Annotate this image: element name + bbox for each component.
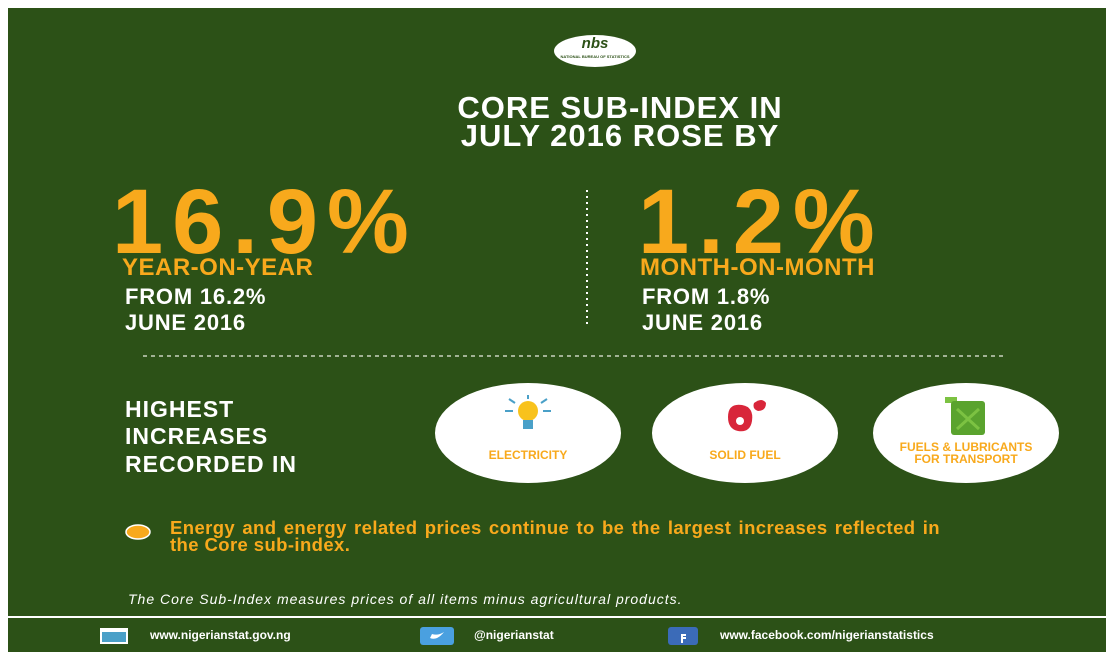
footer-website: www.nigerianstat.gov.ng xyxy=(150,628,291,642)
logo-text: nbs xyxy=(581,35,609,52)
footer-facebook: www.facebook.com/nigerianstatistics xyxy=(720,628,934,642)
bullet-text: Energy and energy related prices continu… xyxy=(170,517,940,555)
heading-line: RECORDED IN xyxy=(125,451,298,477)
heading-line: HIGHEST xyxy=(125,396,235,422)
item-label: ELECTRICITY xyxy=(488,448,568,462)
stat-label: MONTH-ON-MONTH xyxy=(640,254,875,281)
fuel-icon xyxy=(728,400,766,432)
stat-value: 1.2% xyxy=(638,171,884,273)
facebook-icon xyxy=(668,627,698,645)
stat-from: JUNE 2016 xyxy=(642,310,763,335)
logo xyxy=(554,35,636,67)
heading-line: INCREASES xyxy=(125,423,269,449)
bullet-dot xyxy=(125,524,151,540)
note: The Core Sub-Index measures prices of al… xyxy=(128,591,683,607)
jerrycan-icon xyxy=(945,397,985,435)
logo-caption: NATIONAL BUREAU OF STATISTICS xyxy=(560,54,630,59)
bulb-icon xyxy=(505,395,551,429)
item-label: FUELS & LUBRICANTS FOR TRANSPORT xyxy=(899,440,1033,466)
stat-label: YEAR-ON-YEAR xyxy=(122,254,314,281)
item-label: SOLID FUEL xyxy=(709,448,781,462)
footer-twitter: @nigerianstat xyxy=(474,628,554,642)
item-circle: FUELS & LUBRICANTS FOR TRANSPORT xyxy=(873,383,1059,483)
stat-from: JUNE 2016 xyxy=(125,310,246,335)
separator xyxy=(143,355,1003,357)
web-icon xyxy=(100,628,128,644)
item-circle: SOLID FUEL xyxy=(652,383,838,483)
stat-value: 16.9% xyxy=(112,171,418,273)
title-line: JULY 2016 ROSE BY xyxy=(460,118,780,153)
divider xyxy=(586,190,588,326)
twitter-icon xyxy=(420,627,454,645)
stat-from: FROM 16.2% xyxy=(125,284,267,309)
item-circle: ELECTRICITY xyxy=(435,383,621,483)
title-line: CORE SUB-INDEX IN xyxy=(457,90,783,125)
footer-rule xyxy=(8,616,1106,618)
infographic: nbs NATIONAL BUREAU OF STATISTICS CORE S… xyxy=(8,8,1106,652)
stat-from: FROM 1.8% xyxy=(642,284,771,309)
